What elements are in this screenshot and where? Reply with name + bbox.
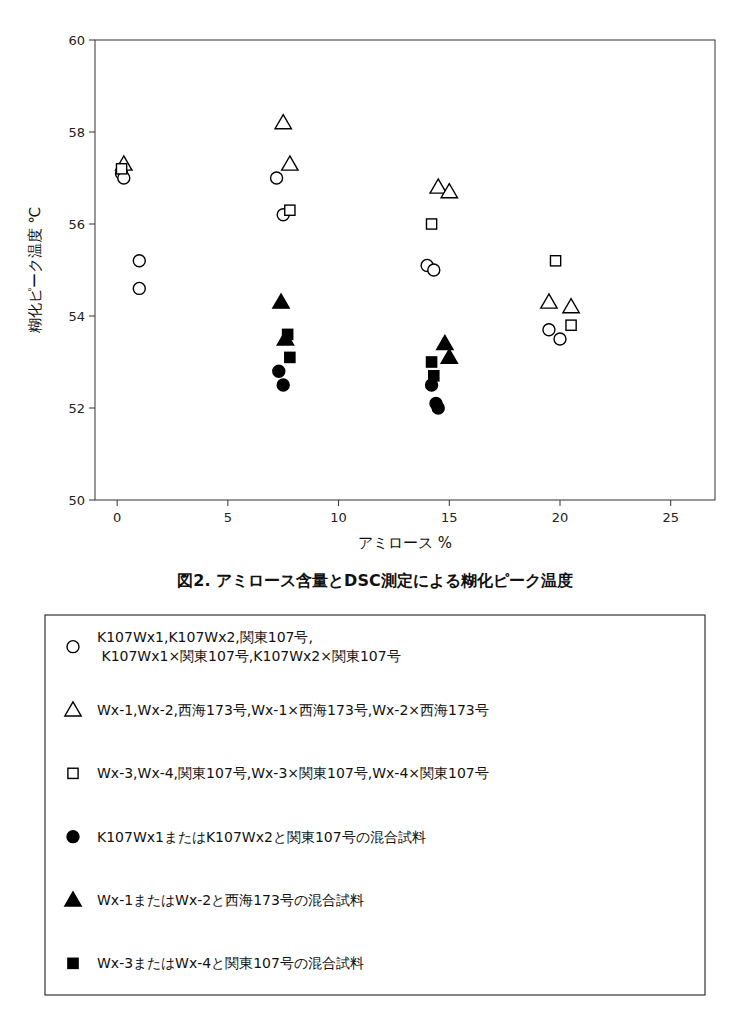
y-tick	[89, 40, 95, 41]
point	[426, 357, 436, 367]
chart: 0 5 10 15 20 25 50 52 54 56 58 60 アミロース % 糊化ピーク温度 ℃ 図2…	[0, 0, 750, 1017]
legend-box	[45, 615, 705, 995]
y-tick-label: 58	[68, 125, 85, 140]
point	[441, 184, 457, 198]
series	[283, 329, 439, 381]
legend-marker	[67, 641, 79, 653]
point	[441, 349, 457, 363]
y-tick	[89, 316, 95, 317]
point	[273, 294, 289, 308]
y-tick	[89, 408, 95, 409]
point	[277, 379, 289, 391]
x-tick	[449, 500, 450, 506]
y-tick-label: 50	[68, 493, 85, 508]
legend-entry: Wx-1,Wx-2,西海173号,Wx-1×西海173号,Wx-2×西海173号	[97, 702, 489, 718]
legend-marker	[68, 958, 78, 968]
point	[432, 402, 444, 414]
point	[271, 172, 283, 184]
x-axis-label: アミロース %	[358, 534, 452, 552]
legend-entry: Wx-3,Wx-4,関東107号,Wx-3×関東107号,Wx-4×関東107号	[97, 765, 489, 781]
x-tick-label: 25	[662, 510, 679, 525]
point	[550, 256, 560, 266]
series	[116, 164, 576, 331]
title: 図2. アミロース含量とDSC測定による糊化ピーク温度	[177, 571, 572, 590]
x-tick-label: 5	[224, 510, 232, 525]
point	[273, 365, 285, 377]
point	[437, 335, 453, 349]
legend-entry: K107Wx1またはK107Wx2と関東107号の混合試料	[97, 829, 426, 845]
point	[554, 333, 566, 345]
plot-frame	[95, 40, 715, 500]
point	[116, 164, 126, 174]
x-tick-label: 15	[441, 510, 458, 525]
point	[430, 179, 446, 193]
y-tick-label: 56	[68, 217, 85, 232]
x-tick-label: 20	[552, 510, 569, 525]
y-tick-label: 52	[68, 401, 85, 416]
point	[285, 205, 295, 215]
x-tick	[117, 500, 118, 506]
legend-marker	[67, 831, 79, 843]
point	[283, 329, 293, 339]
y-axis-label: 糊化ピーク温度 ℃	[26, 207, 44, 334]
x-tick	[670, 500, 671, 506]
point	[429, 371, 439, 381]
y-tick-label: 60	[68, 33, 85, 48]
point	[133, 282, 145, 294]
legend-marker	[65, 892, 81, 906]
point	[543, 324, 555, 336]
x-tick-label: 10	[330, 510, 347, 525]
point	[428, 264, 440, 276]
legend-marker	[68, 768, 78, 778]
point	[563, 299, 579, 313]
series	[273, 294, 458, 363]
series	[116, 115, 580, 313]
point	[133, 255, 145, 267]
x-tick	[227, 500, 228, 506]
y-tick-label: 54	[68, 309, 85, 324]
point	[426, 219, 436, 229]
series	[116, 167, 566, 345]
x-tick	[560, 500, 561, 506]
legend-entry: Wx-1またはWx-2と西海173号の混合試料	[97, 892, 364, 908]
y-tick	[89, 132, 95, 133]
point	[282, 156, 298, 170]
y-tick	[89, 224, 95, 225]
x-tick	[338, 500, 339, 506]
series	[273, 365, 444, 414]
points	[116, 115, 580, 414]
legend-entry: K107Wx1,K107Wx2,関東107号, K107Wx1×関東107号,K…	[97, 629, 401, 664]
x-tick-label: 0	[113, 510, 121, 525]
legend: K107Wx1,K107Wx2,関東107号, K107Wx1×関東107号,K…	[45, 615, 705, 995]
point	[566, 320, 576, 330]
point	[285, 352, 295, 362]
legend-marker	[65, 702, 81, 716]
point	[541, 294, 557, 308]
legend-entry: Wx-3またはWx-4と関東107号の混合試料	[97, 955, 364, 971]
axes: 0 5 10 15 20 25 50 52 54 56 58 60	[68, 33, 679, 526]
y-tick	[89, 500, 95, 501]
point	[275, 115, 291, 129]
